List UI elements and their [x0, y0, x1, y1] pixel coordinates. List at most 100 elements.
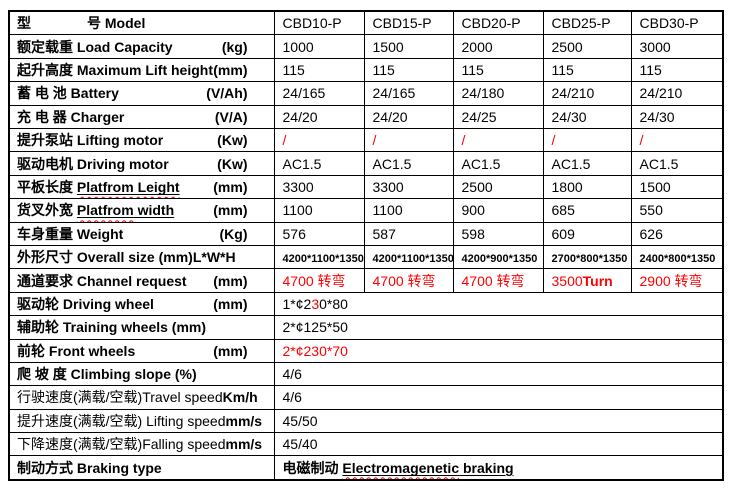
channel-request-label-cell: 通道要求 Channel request (mm) — [8, 268, 275, 293]
platform-length-value-cell: 2500 — [452, 174, 544, 200]
charger-value-cell: 24/25 — [452, 104, 544, 130]
label-zh: 起升高度 — [17, 62, 77, 79]
row-label-text: 蓄 电 池 Battery — [17, 83, 119, 103]
text-segment: 3300 — [372, 178, 404, 195]
row-label-text: 额定载重 Load Capacity — [17, 37, 173, 57]
overall-size-value-cell: 2700*800*1350 — [542, 244, 632, 270]
text-segment: 2000 — [461, 38, 493, 55]
battery-value-cell: 24/165 — [273, 81, 365, 106]
row-label-text: 提升泵站 Lifting motor — [17, 130, 163, 150]
table-row-platform-length: 平板长度 Platfrom Leight (mm) 3300 3300 2500 1800… — [8, 174, 724, 200]
braking-type-label-cell: 制动方式 Braking type — [8, 455, 275, 481]
channel-request-value-cell: 4700 转弯 — [273, 268, 365, 293]
max-lift-height-value-cell: 115 — [273, 57, 365, 83]
text-segment: 1500 — [639, 178, 671, 195]
text-segment: 576 — [282, 225, 306, 242]
label-unit: (Kw) — [217, 132, 248, 149]
text-segment: 24/210 — [551, 85, 595, 102]
row-label-text: 外形尺寸 Overall size (mm)L*W*H — [17, 247, 236, 267]
text-segment: CBD10-P — [282, 15, 342, 32]
text-segment: Climbing slope (%) — [70, 366, 197, 383]
charger-label-cell: 充 电 器 Charger (V/A) — [8, 104, 275, 130]
text-segment: 626 — [639, 225, 663, 242]
row-label-text: 通道要求 Channel request — [17, 271, 187, 291]
text-segment: Channel request — [76, 272, 187, 289]
label-wrap: 前轮 Front wheels (mm) — [17, 341, 273, 361]
table-row-training-wheels: 辅助轮 Training wheels (mm) 2*¢125*50 — [8, 315, 724, 340]
label-unit: mm/s — [225, 412, 263, 429]
text-segment: Overall size (mm)L*W*H — [76, 249, 236, 266]
lifting-speed-value-cell: 45/50 — [273, 408, 724, 434]
label-zh: 车身重量 — [17, 225, 77, 242]
text-segment: / — [639, 132, 644, 149]
load-capacity-value-cell: 3000 — [630, 34, 724, 59]
row-label-text: 驱动电机 Driving motor — [17, 154, 169, 174]
lifting-motor-value-cell: / — [273, 127, 365, 153]
label-wrap: 驱动轮 Driving wheel (mm) — [17, 294, 273, 314]
lifting-speed-label-cell: 提升速度(满载/空载) Lifting speed mm/s — [8, 408, 275, 434]
label-zh: 外形尺寸 — [17, 249, 77, 266]
platform-length-value-cell: 1500 — [630, 174, 724, 200]
text-segment: Battery — [70, 85, 119, 102]
text-segment: Platfrom — [77, 202, 134, 218]
table-row-lifting-speed: 提升速度(满载/空载) Lifting speed mm/s 45/50 — [8, 408, 724, 434]
table-row-travel-speed: 行驶速度(满载/空载)Travel speed Km/h 4/6 — [8, 385, 724, 410]
lifting-motor-value-cell: / — [542, 127, 632, 153]
charger-value-cell: 24/30 — [542, 104, 632, 130]
platform-length-label-cell: 平板长度 Platfrom Leight (mm) — [8, 174, 275, 200]
text-segment: Falling speed — [142, 436, 226, 453]
channel-request-value-cell: 4700 转弯 — [452, 268, 544, 293]
label-zh: 型 号 — [17, 15, 105, 32]
table-row-driving-motor: 驱动电机 Driving motor (Kw) AC1.5 AC1.5 AC1.5 AC1… — [8, 151, 724, 176]
max-lift-height-value-cell: 115 — [363, 57, 454, 83]
label-zh: 提升泵站 — [17, 132, 77, 149]
text-segment: 587 — [372, 225, 396, 242]
table-row-driving-wheel: 驱动轮 Driving wheel (mm) 1*¢230*80 — [8, 291, 724, 317]
table-row-load-capacity: 额定载重 Load Capacity (kg) 1000 1500 2000 2500 30… — [8, 34, 724, 59]
label-wrap: 起升高度 Maximum Lift height (mm) — [17, 60, 273, 80]
label-zh: 下降速度(满载/空载) — [17, 436, 143, 453]
text-segment: width — [133, 202, 175, 219]
channel-request-value-cell: 4700 转弯 — [363, 268, 454, 293]
label-wrap: 平板长度 Platfrom Leight (mm) — [17, 177, 273, 197]
overall-size-value-cell: 4200*1100*1350 — [273, 244, 365, 270]
label-unit: (mm) — [213, 202, 248, 219]
text-segment: 2900 转弯 — [639, 272, 703, 289]
text-segment: 115 — [551, 62, 574, 79]
lifting-motor-value-cell: / — [452, 127, 544, 153]
channel-request-value-cell: 3500Turn — [542, 268, 632, 293]
platform-width-value-cell: 1100 — [273, 198, 365, 223]
text-segment: / — [461, 132, 466, 149]
text-segment: Charger — [70, 108, 125, 125]
label-wrap: 外形尺寸 Overall size (mm)L*W*H — [17, 247, 273, 267]
braking-type-value-cell: 电磁制动 Electromagenetic braking — [273, 455, 724, 481]
text-segment: Platfrom Leight — [77, 179, 180, 195]
table-row-weight: 车身重量 Weight (Kg) 576 587 598 609 626 — [8, 221, 724, 246]
weight-value-cell: 587 — [363, 221, 454, 246]
table-row-overall-size: 外形尺寸 Overall size (mm)L*W*H 4200*1100*135… — [8, 244, 724, 270]
label-wrap: 蓄 电 池 Battery (V/Ah) — [17, 83, 273, 103]
label-unit: (mm) — [213, 178, 248, 195]
label-zh: 通道要求 — [17, 272, 77, 289]
text-segment: 2*¢125*50 — [282, 319, 348, 336]
lifting-motor-value-cell: / — [630, 127, 724, 153]
label-wrap: 提升泵站 Lifting motor (Kw) — [17, 130, 273, 150]
driving-motor-value-cell: AC1.5 — [630, 151, 724, 176]
charger-value-cell: 24/20 — [363, 104, 454, 130]
climbing-slope-label-cell: 爬 坡 度 Climbing slope (%) — [8, 361, 275, 387]
weight-value-cell: 576 — [273, 221, 365, 246]
load-capacity-value-cell: 1000 — [273, 34, 365, 59]
text-segment: / — [551, 132, 556, 149]
label-zh: 前轮 — [17, 342, 49, 359]
table-row-battery: 蓄 电 池 Battery (V/Ah) 24/165 24/165 24/180 24/… — [8, 81, 724, 106]
text-segment: AC1.5 — [551, 155, 591, 172]
text-segment: 1100 — [282, 202, 313, 219]
text-segment: 3300 — [282, 178, 314, 195]
text-segment: 4700 转弯 — [282, 272, 346, 289]
text-segment: Front wheels — [48, 342, 136, 359]
text-segment: 45/50 — [282, 412, 318, 429]
weight-value-cell: 598 — [452, 221, 544, 246]
text-segment: 115 — [639, 62, 662, 79]
text-segment: 24/20 — [372, 108, 408, 125]
row-label-text: 辅助轮 Training wheels (mm) — [17, 317, 206, 337]
